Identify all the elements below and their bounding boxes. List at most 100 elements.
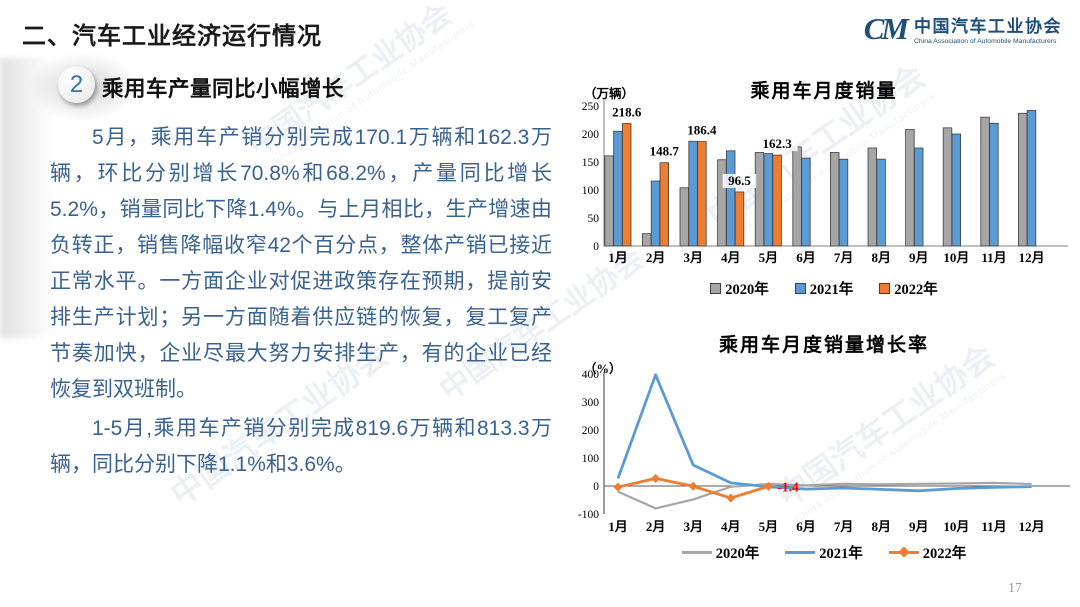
bar-2021年-5月 bbox=[763, 153, 774, 247]
line-chart-plot: 400 300 200 100 0 -100 -1.4 1月 2月 3月 4月 5月 6月 7月 8月 9月 1… bbox=[578, 369, 1070, 534]
data-label: 148.7 bbox=[650, 144, 680, 159]
y-tick-label: 250 bbox=[582, 101, 600, 113]
legend-diamond-marker bbox=[898, 546, 910, 558]
data-label: 186.4 bbox=[687, 123, 717, 138]
annotation-label: -1.4 bbox=[777, 479, 799, 494]
y-tick-label: 0 bbox=[593, 481, 599, 493]
y-tick-label: 400 bbox=[582, 369, 600, 381]
bar-2021年-9月 bbox=[913, 147, 924, 247]
legend-label: 2020年 bbox=[725, 282, 769, 298]
x-tick-label: 4月 bbox=[721, 250, 741, 265]
x-tick-label: 9月 bbox=[909, 250, 929, 265]
data-label: 162.3 bbox=[762, 136, 792, 151]
legend-swatch bbox=[879, 283, 891, 294]
legend-item: 2020年 bbox=[681, 542, 760, 563]
bar-chart-unit-label: （万辆） bbox=[584, 87, 635, 101]
y-tick-label: -100 bbox=[578, 509, 599, 521]
bar-2021年-1月 bbox=[613, 130, 623, 247]
y-tick-label: 150 bbox=[582, 157, 600, 169]
line-chart-legend: 2020年 2021年 2022年 bbox=[570, 542, 1078, 563]
marker-2022年 bbox=[763, 481, 773, 491]
paragraph-2: 1-5月,乘用车产销分别完成819.6万辆和813.3万辆，同比分别下降1.1%… bbox=[50, 417, 552, 476]
bar-2021年-8月 bbox=[876, 158, 886, 247]
section-number-badge: 2 bbox=[58, 66, 95, 103]
logo-name-en: China Association of Automobile Manufact… bbox=[914, 38, 1057, 45]
marker-2022年 bbox=[613, 482, 623, 492]
page-number: 17 bbox=[1008, 581, 1022, 596]
legend-swatch bbox=[794, 283, 806, 294]
legend-label: 2022年 bbox=[894, 282, 938, 298]
x-tick-label: 7月 bbox=[834, 519, 854, 534]
bar-2020年-11月 bbox=[980, 116, 990, 247]
x-tick-label: 2月 bbox=[646, 250, 666, 265]
legend-item: 2022年 bbox=[888, 542, 967, 563]
bar-2021年-3月 bbox=[688, 140, 698, 247]
x-tick-label: 10月 bbox=[943, 519, 969, 534]
line-chart-title: 乘用车月度销量增长率 bbox=[718, 335, 929, 356]
data-label-bg bbox=[681, 123, 723, 138]
bar-2020年-9月 bbox=[905, 129, 915, 247]
data-label: 218.6 bbox=[612, 105, 642, 120]
x-tick-label: 1月 bbox=[608, 519, 628, 534]
x-tick-label: 10月 bbox=[943, 250, 969, 265]
data-label: 96.5 bbox=[728, 173, 751, 188]
bar-chart-plot: 0 50 100 150 200 250 218.6 148.7 186.4 96.5 162.3 1… bbox=[582, 100, 1068, 265]
x-tick-label: 2月 bbox=[646, 519, 666, 534]
line-chart-unit-label: （%） bbox=[584, 362, 622, 376]
marker-2022年 bbox=[688, 481, 698, 491]
legend-label: 2021年 bbox=[809, 282, 854, 298]
bar-2021年-7月 bbox=[838, 158, 849, 247]
x-tick-label: 3月 bbox=[683, 250, 703, 265]
logo-name-cn: 中国汽车工业协会 bbox=[914, 17, 1062, 36]
bar-chart-title: 乘用车月度销量 bbox=[750, 81, 898, 102]
bar-2022年-1月 bbox=[622, 123, 632, 247]
x-tick-label: 12月 bbox=[1019, 519, 1045, 534]
x-tick-label: 1月 bbox=[608, 250, 628, 265]
legend-swatch bbox=[710, 283, 722, 294]
legend-swatch bbox=[785, 551, 816, 554]
bar-2020年-3月 bbox=[679, 187, 690, 247]
legend-item: 2021年 bbox=[785, 542, 863, 563]
legend-item: 2021年 bbox=[794, 278, 854, 299]
y-tick-label: 200 bbox=[582, 129, 600, 141]
y-tick-label: 200 bbox=[582, 425, 600, 437]
data-label-bg bbox=[722, 173, 757, 188]
bar-2022年-5月 bbox=[772, 154, 782, 247]
cm-logo-icon: CM bbox=[863, 11, 909, 46]
bar-2021年-11月 bbox=[989, 122, 999, 247]
bar-2022年-4月 bbox=[734, 191, 745, 247]
bar-2020年-5月 bbox=[754, 152, 765, 247]
legend-label: 2020年 bbox=[715, 546, 760, 562]
bar-2020年-2月 bbox=[642, 233, 652, 247]
legend-label: 2021年 bbox=[819, 546, 863, 562]
x-tick-label: 11月 bbox=[981, 519, 1006, 534]
x-tick-label: 6月 bbox=[796, 250, 816, 265]
bar-2020年-6月 bbox=[792, 146, 802, 247]
bar-2022年-3月 bbox=[697, 141, 707, 247]
bar-2020年-7月 bbox=[829, 152, 840, 247]
bar-2020年-4月 bbox=[717, 159, 727, 247]
bar-2021年-12月 bbox=[1026, 110, 1037, 247]
association-logo: CM 中国汽车工业协会 China Association of Automob… bbox=[864, 12, 1062, 45]
x-tick-label: 12月 bbox=[1019, 250, 1045, 265]
legend-label: 2022年 bbox=[922, 546, 967, 562]
bar-2021年-2月 bbox=[650, 180, 661, 247]
x-tick-label: 9月 bbox=[909, 519, 929, 534]
data-label-bg bbox=[756, 137, 798, 152]
bar-2020年-12月 bbox=[1017, 112, 1028, 247]
line-2020年 bbox=[617, 481, 1032, 510]
line-chart-growth-rate: （%） 乘用车月度销量增长率 400 300 200 100 0 -100 -1.4 1月 2月… bbox=[570, 328, 1078, 578]
line-2021年 bbox=[616, 373, 1032, 493]
bar-2021年-10月 bbox=[951, 133, 962, 247]
legend-swatch bbox=[888, 546, 919, 558]
bar-2021年-4月 bbox=[725, 150, 736, 247]
data-label-bg bbox=[606, 105, 648, 120]
data-label-bg bbox=[643, 144, 685, 159]
body-text: 5月，乘用车产销分别完成170.1万辆和162.3万辆，环比分别增长70.8%和… bbox=[50, 120, 552, 486]
y-tick-label: 0 bbox=[593, 241, 599, 253]
y-tick-label: 300 bbox=[582, 397, 600, 409]
legend-swatch bbox=[681, 551, 712, 554]
page-title: 二、汽车工业经济运行情况 bbox=[22, 23, 322, 50]
x-tick-label: 5月 bbox=[759, 519, 779, 534]
